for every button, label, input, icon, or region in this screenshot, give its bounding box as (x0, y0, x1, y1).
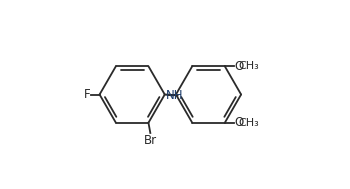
Text: Br: Br (144, 134, 157, 147)
Text: O: O (235, 60, 244, 73)
Text: CH₃: CH₃ (238, 61, 259, 71)
Text: CH₃: CH₃ (238, 118, 259, 128)
Text: NH: NH (166, 89, 184, 102)
Text: F: F (84, 88, 90, 101)
Text: O: O (235, 116, 244, 129)
